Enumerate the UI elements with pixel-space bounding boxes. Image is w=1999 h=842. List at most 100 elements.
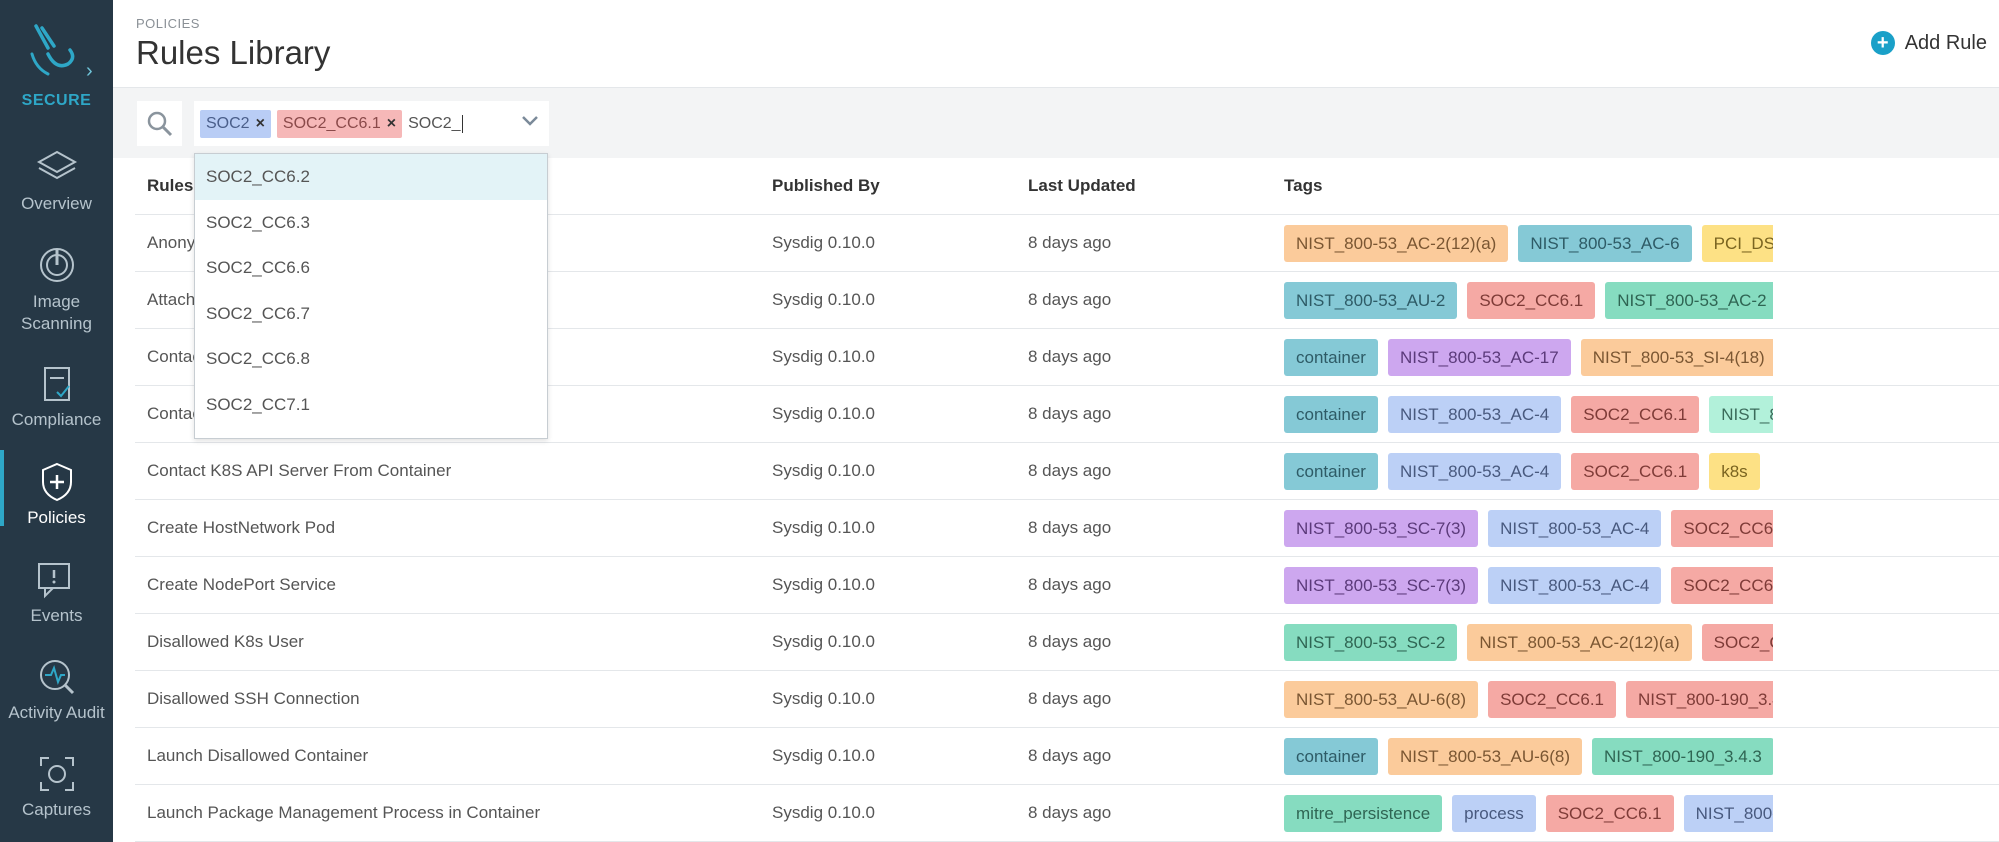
dropdown-option[interactable]: SOC2_CC6.8 <box>206 349 310 368</box>
tag-badge[interactable]: NIST_800-53_SC-7(3) <box>1284 566 1479 604</box>
tag-badge[interactable]: NIST_800-53_AC-2 <box>1709 395 1773 433</box>
search-button[interactable] <box>137 101 182 146</box>
sidebar-item-label: Events <box>30 606 83 625</box>
tag-badge[interactable]: container <box>1284 452 1378 490</box>
tag-badge[interactable]: NIST_800-53_AC-4 <box>1387 395 1562 433</box>
rule-name[interactable]: Launch Package Management Process in Con… <box>147 803 541 822</box>
tag-badge[interactable]: SOC2_CC6.1 <box>1701 623 1773 661</box>
tag-list: mitre_persistence process SOC2_CC6.1 NIST_8… <box>1284 794 1773 832</box>
tag-badge[interactable]: SOC2_CC6.1 <box>1571 452 1700 490</box>
tag-badge[interactable]: NIST_800-53_AC-4 <box>1488 509 1662 547</box>
tag-badge[interactable]: SOC2_CC6.1 <box>1467 281 1596 319</box>
table-row[interactable]: Disallowed K8s User Sysdig 0.10.0 8 days a… <box>135 614 1999 671</box>
chevron-down-icon[interactable] <box>521 111 539 132</box>
tag-badge[interactable]: NIST_800-53_AC-2 <box>1605 281 1773 319</box>
published-by: Sysdig 0.10.0 <box>772 689 876 708</box>
dropdown-option[interactable]: SOC2_CC6.3 <box>206 212 310 232</box>
tag-badge[interactable]: NIST_800-53_AC-6 <box>1518 224 1692 262</box>
sidebar-item-overview[interactable]: Overview <box>0 148 113 214</box>
table-row[interactable]: Disallowed SSH Connection Sysdig 0.10.0 8 … <box>135 671 1999 728</box>
published-by: Sysdig 0.10.0 <box>772 803 876 822</box>
table-row[interactable]: Contact K8S API Server From Container Sys… <box>135 443 1999 500</box>
filter-typed-text[interactable]: SOC2_ <box>408 114 463 133</box>
tag-badge[interactable]: container <box>1284 338 1378 376</box>
dropdown-option[interactable]: SOC2_CC6.7 <box>206 303 310 323</box>
table-row[interactable]: Create NodePort Service Sysdig 0.10.0 8 da… <box>135 557 1999 614</box>
tag-badge[interactable]: SOC2_CC6.1 <box>1571 395 1700 433</box>
last-updated: 8 days ago <box>1028 746 1112 765</box>
rule-name[interactable]: Create NodePort Service <box>147 575 336 594</box>
tag-badge[interactable]: NIST_800-53_AU-6(8) <box>1284 680 1479 718</box>
page-header: POLICIES Rules Library + Add Rule <box>113 0 1999 88</box>
tag-badge[interactable]: NIST_800-190_3.4.3 <box>1626 680 1773 718</box>
tag-badge[interactable]: NIST_800-53_AC-2(12)(a) <box>1284 224 1509 262</box>
tag-list: NIST_800-53_AC-2(12)(a) NIST_800-53_AC-6 P… <box>1284 224 1773 262</box>
rules-table: Rules Published By Last Updated Tags Ano… <box>135 158 1999 842</box>
dropdown-option[interactable]: SOC2_CC6.2 <box>195 154 547 200</box>
rule-name[interactable]: Contact K8S API Server From Container <box>147 461 452 480</box>
tag-badge[interactable]: NIST_800-190_3.4.3 <box>1592 737 1773 775</box>
sysdig-logo-icon <box>30 24 75 76</box>
table-header: Rules Published By Last Updated Tags <box>135 158 1999 215</box>
sidebar-item-policies[interactable]: Policies <box>0 450 113 528</box>
chat-alert-icon <box>37 563 70 599</box>
table-row[interactable]: Create HostNetwork Pod Sysdig 0.10.0 8 day… <box>135 500 1999 557</box>
table-row[interactable]: Launch Package Management Process in Con… <box>135 785 1999 842</box>
tag-badge[interactable]: SOC2_CC6.1 <box>1671 566 1773 604</box>
tag-badge[interactable]: NIST_800-53_AU-2 <box>1284 281 1458 319</box>
sidebar-item-captures[interactable]: Captures <box>0 754 113 820</box>
dropdown-option[interactable]: SOC2_CC6.6 <box>206 258 310 277</box>
breadcrumb[interactable]: POLICIES <box>136 16 200 31</box>
tag-badge[interactable]: k8s <box>1709 452 1760 490</box>
tag-badge[interactable]: mitre_persistence <box>1284 794 1443 832</box>
tag-badge[interactable]: NIST_800-53_SC-7(3) <box>1284 509 1479 547</box>
column-header-rules[interactable]: Rules <box>147 176 194 195</box>
rule-name[interactable]: Disallowed SSH Connection <box>147 689 360 708</box>
sidebar-item-label: Compliance <box>11 410 102 429</box>
add-rule-button[interactable]: + Add Rule <box>1870 31 1987 55</box>
published-by: Sysdig 0.10.0 <box>772 290 876 309</box>
column-header-last-updated[interactable]: Last Updated <box>1028 176 1136 195</box>
remove-chip-icon[interactable]: × <box>255 114 265 132</box>
rule-name[interactable]: Launch Disallowed Container <box>147 746 369 765</box>
last-updated: 8 days ago <box>1028 233 1112 252</box>
tag-list: container NIST_800-53_AC-17 NIST_800-53_SI… <box>1284 338 1773 376</box>
tag-badge[interactable]: container <box>1284 395 1378 433</box>
published-by: Sysdig 0.10.0 <box>772 575 876 594</box>
tag-badge[interactable]: process <box>1452 794 1536 832</box>
tag-filter-input[interactable]: SOC2 × SOC2_CC6.1 × SOC2_ <box>194 101 549 146</box>
remove-chip-icon[interactable]: × <box>386 114 397 132</box>
tag-list: container NIST_800-53_AC-4 SOC2_CC6.1 k8s <box>1284 452 1773 490</box>
tag-badge[interactable]: SOC2_CC6.1 <box>1671 509 1773 547</box>
sidebar-item-label: Policies <box>27 508 86 527</box>
tag-badge[interactable]: SOC2_CC6.1 <box>1488 680 1617 718</box>
sidebar-item-compliance[interactable]: Compliance <box>0 364 113 430</box>
clipboard-check-icon <box>43 367 70 401</box>
tag-badge[interactable]: NIST_800-53_AC-4 <box>1683 794 1773 832</box>
table-row[interactable]: Launch Disallowed Container Sysdig 0.10.0… <box>135 728 1999 785</box>
sidebar-item-events[interactable]: Events <box>0 560 113 626</box>
tag-badge[interactable]: NIST_800-53_AC-4 <box>1387 452 1562 490</box>
scan-icon <box>39 248 74 282</box>
sidebar-item-activity-audit[interactable]: Activity Audit <box>0 657 113 723</box>
tag-badge[interactable]: NIST_800-53_AU-6(8) <box>1387 737 1583 775</box>
rule-name[interactable]: Create HostNetwork Pod <box>147 518 336 537</box>
expand-chevron-icon[interactable]: › <box>86 60 93 82</box>
tag-badge[interactable]: PCI_DSS_10.2.5 <box>1701 224 1773 262</box>
layers-icon <box>36 150 77 180</box>
tag-badge[interactable]: NIST_800-53_SI-4(18) <box>1580 338 1773 376</box>
dropdown-option[interactable]: SOC2_CC7.1 <box>206 394 310 414</box>
tag-badge[interactable]: SOC2_CC6.1 <box>1545 794 1674 832</box>
brand-logo[interactable]: › SECURE <box>0 18 113 118</box>
published-by: Sysdig 0.10.0 <box>772 233 876 252</box>
tag-badge[interactable]: NIST_800-53_AC-4 <box>1488 566 1662 604</box>
tag-badge[interactable]: NIST_800-53_AC-17 <box>1387 338 1571 376</box>
last-updated: 8 days ago <box>1028 404 1112 423</box>
magnify-pulse-icon <box>39 660 74 695</box>
tag-badge[interactable]: NIST_800-53_SC-2 <box>1284 623 1458 661</box>
tag-badge[interactable]: NIST_800-53_AC-2(12)(a) <box>1467 623 1692 661</box>
column-header-published-by[interactable]: Published By <box>772 176 880 195</box>
tag-badge[interactable]: container <box>1284 737 1378 775</box>
sidebar-item-image-scanning[interactable]: Image Scanning <box>0 245 113 335</box>
rule-name[interactable]: Disallowed K8s User <box>147 632 304 651</box>
